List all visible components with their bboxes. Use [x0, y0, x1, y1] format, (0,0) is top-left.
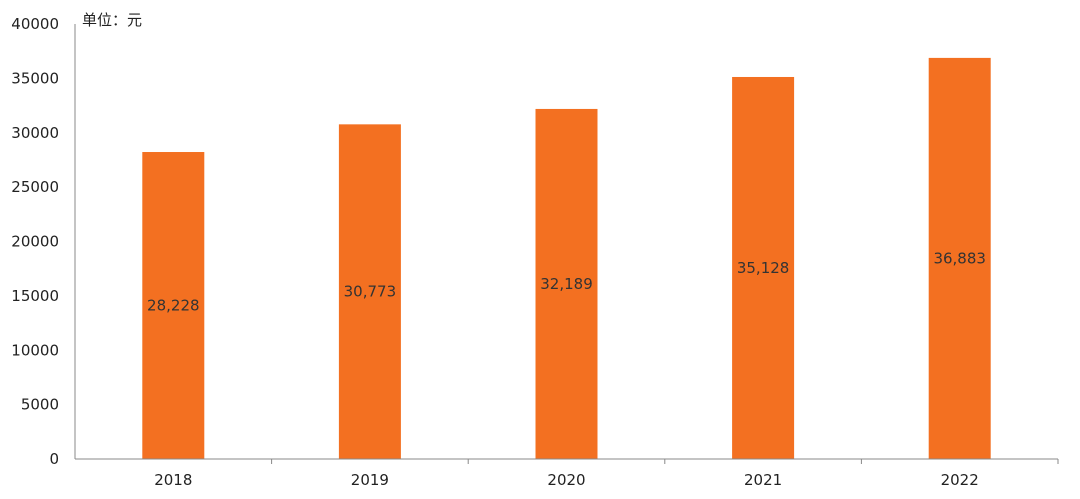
data-label: 36,883 — [933, 249, 986, 267]
y-tick-label: 20000 — [11, 233, 59, 251]
y-tick-label: 15000 — [11, 287, 59, 305]
bar-2019 — [338, 124, 401, 459]
y-tick-label: 35000 — [11, 69, 59, 87]
bar-2022 — [928, 57, 991, 460]
data-label: 30,773 — [344, 283, 397, 301]
bar-2020 — [535, 108, 598, 459]
bars: 28,228 30,773 32,189 35,128 36,883 — [142, 57, 991, 460]
x-tick-label: 2022 — [941, 471, 979, 489]
y-tick-label: 25000 — [11, 178, 59, 196]
y-tick-label: 5000 — [21, 396, 59, 414]
x-axis: 2018 2019 2020 2021 2022 — [75, 458, 1059, 489]
x-tick-label: 2018 — [154, 471, 192, 489]
x-tick-label: 2019 — [351, 471, 389, 489]
unit-label: 单位：元 — [82, 11, 143, 29]
y-tick-label: 0 — [49, 450, 59, 468]
y-axis: 0 5000 10000 15000 20000 25000 30000 35000 40000 — [11, 15, 76, 468]
bar-2018 — [142, 152, 205, 459]
data-label: 28,228 — [147, 297, 200, 315]
y-tick-label: 30000 — [11, 124, 59, 142]
x-tick-label: 2021 — [744, 471, 782, 489]
y-tick-label: 40000 — [11, 15, 59, 33]
bar-2021 — [732, 76, 795, 459]
data-label: 32,189 — [540, 275, 593, 293]
data-label: 35,128 — [737, 259, 790, 277]
y-tick-label: 10000 — [11, 341, 59, 359]
x-tick-label: 2020 — [547, 471, 585, 489]
